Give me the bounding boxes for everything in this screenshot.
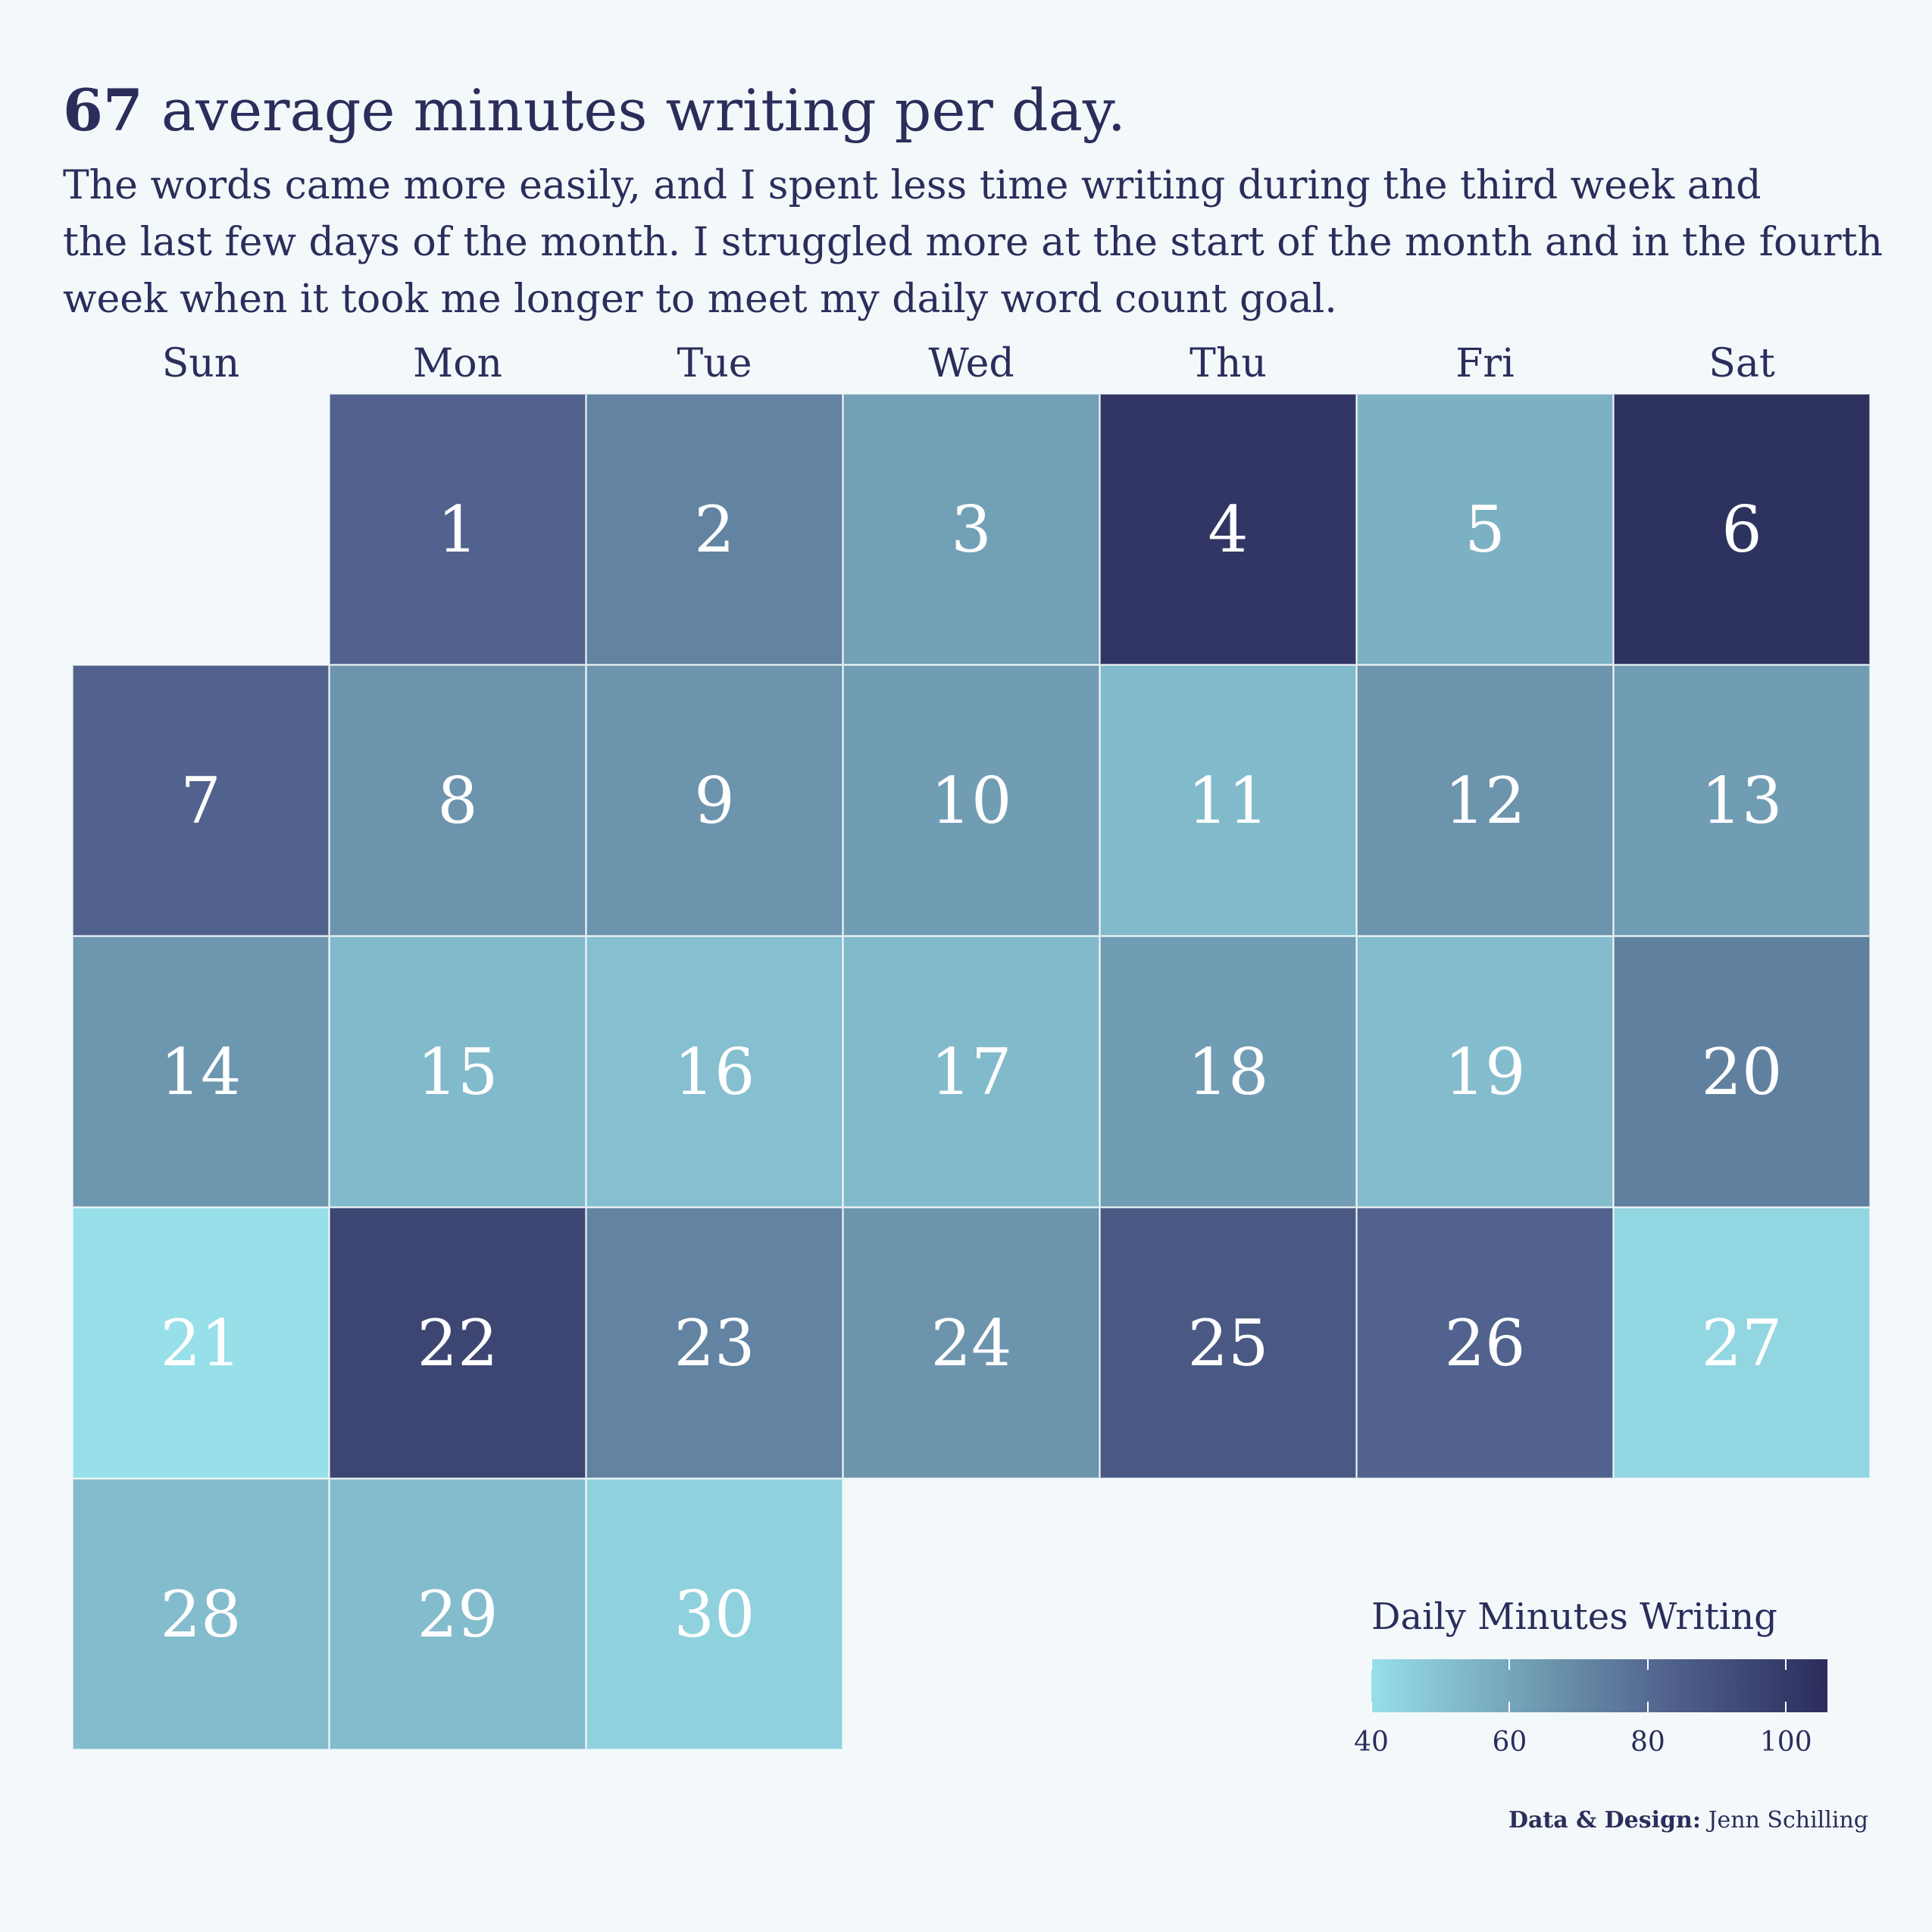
weekday-header-sat: Sat (1708, 341, 1775, 386)
day-label: 3 (951, 492, 992, 567)
weekday-header-mon: Mon (412, 341, 503, 386)
legend-tick-mark (1646, 1659, 1649, 1670)
day-cell-30: 30 (586, 1479, 843, 1749)
day-cell-26: 26 (1357, 1208, 1613, 1478)
day-label: 24 (930, 1305, 1012, 1380)
day-label: 1 (437, 492, 478, 567)
day-label: 4 (1208, 492, 1249, 567)
day-label: 16 (674, 1034, 755, 1109)
legend-tick-label: 80 (1630, 1727, 1665, 1758)
day-label: 26 (1444, 1305, 1526, 1380)
day-label: 30 (674, 1577, 755, 1652)
credit-caption: Data & Design: Jenn Schilling (1508, 1809, 1868, 1832)
weekday-header-wed: Wed (928, 341, 1014, 386)
day-label: 21 (160, 1305, 242, 1380)
day-cell-17: 17 (843, 936, 1099, 1207)
day-label: 27 (1701, 1305, 1783, 1380)
day-cell-19: 19 (1357, 936, 1613, 1207)
legend-color-bar (1371, 1659, 1827, 1712)
day-cell-28: 28 (73, 1479, 329, 1749)
day-label: 29 (417, 1577, 499, 1652)
legend-tick-mark (1785, 1702, 1787, 1712)
credit-label: Data & Design: (1508, 1807, 1701, 1834)
day-label: 13 (1701, 763, 1783, 838)
day-label: 19 (1444, 1034, 1526, 1109)
day-label: 23 (674, 1305, 755, 1380)
day-cell-2: 2 (586, 394, 843, 664)
average-value: 67 (63, 77, 143, 144)
day-cell-15: 15 (330, 936, 586, 1207)
day-label: 18 (1187, 1034, 1269, 1109)
day-label: 10 (930, 763, 1012, 838)
day-cell-1: 1 (330, 394, 586, 664)
legend-tick-mark (1371, 1659, 1372, 1670)
weekday-header-fri: Fri (1455, 341, 1515, 386)
day-cell-18: 18 (1100, 936, 1356, 1207)
day-cell-7: 7 (73, 665, 329, 936)
chart-subtitle: The words came more easily, and I spent … (63, 158, 1896, 328)
subtitle-line-1: The words came more easily, and I spent … (63, 163, 1762, 208)
weekday-header-thu: Thu (1190, 341, 1267, 386)
legend-tick-mark (1508, 1659, 1511, 1670)
day-cell-25: 25 (1100, 1208, 1356, 1478)
day-cell-16: 16 (586, 936, 843, 1207)
day-label: 11 (1187, 763, 1269, 838)
day-label: 14 (160, 1034, 242, 1109)
day-cell-20: 20 (1614, 936, 1870, 1207)
day-label: 2 (694, 492, 735, 567)
day-cell-13: 13 (1614, 665, 1870, 936)
weekday-header-tue: Tue (677, 341, 752, 386)
legend-tick-mark (1785, 1659, 1787, 1670)
day-label: 7 (180, 763, 221, 838)
legend-tick-label: 100 (1759, 1727, 1812, 1758)
legend-tick-mark (1371, 1702, 1372, 1712)
weekday-header-sun: Sun (161, 341, 240, 386)
day-cell-27: 27 (1614, 1208, 1870, 1478)
legend-tick-label: 60 (1492, 1727, 1527, 1758)
day-cell-12: 12 (1357, 665, 1613, 936)
legend-tick-label: 40 (1354, 1727, 1389, 1758)
day-label: 20 (1701, 1034, 1783, 1109)
day-cell-10: 10 (843, 665, 1099, 936)
legend-tick-mark (1508, 1702, 1511, 1712)
day-label: 22 (417, 1305, 499, 1380)
day-cell-24: 24 (843, 1208, 1099, 1478)
day-label: 25 (1187, 1305, 1269, 1380)
day-label: 15 (417, 1034, 499, 1109)
day-cell-14: 14 (73, 936, 329, 1207)
day-cell-3: 3 (843, 394, 1099, 664)
day-label: 5 (1465, 492, 1505, 567)
day-cell-5: 5 (1357, 394, 1613, 664)
day-cell-23: 23 (586, 1208, 843, 1478)
day-cell-6: 6 (1614, 394, 1870, 664)
day-label: 28 (160, 1577, 242, 1652)
subtitle-line-2: the last few days of the month. I strugg… (63, 220, 1883, 265)
day-cell-8: 8 (330, 665, 586, 936)
title-text: average minutes writing per day. (142, 77, 1126, 144)
day-cell-4: 4 (1100, 394, 1356, 664)
day-label: 12 (1444, 763, 1526, 838)
day-label: 8 (437, 763, 478, 838)
day-label: 17 (930, 1034, 1012, 1109)
legend-tick-mark (1646, 1702, 1649, 1712)
day-cell-21: 21 (73, 1208, 329, 1478)
credit-author: Jenn Schilling (1700, 1807, 1868, 1834)
day-cell-29: 29 (330, 1479, 586, 1749)
day-cell-22: 22 (330, 1208, 586, 1478)
legend-title: Daily Minutes Writing (1371, 1596, 1777, 1638)
day-label: 6 (1721, 492, 1762, 567)
day-label: 9 (694, 763, 735, 838)
day-cell-11: 11 (1100, 665, 1356, 936)
subtitle-line-3: week when it took me longer to meet my d… (63, 277, 1337, 322)
day-cell-9: 9 (586, 665, 843, 936)
chart-title: 67 average minutes writing per day. (63, 82, 1126, 139)
